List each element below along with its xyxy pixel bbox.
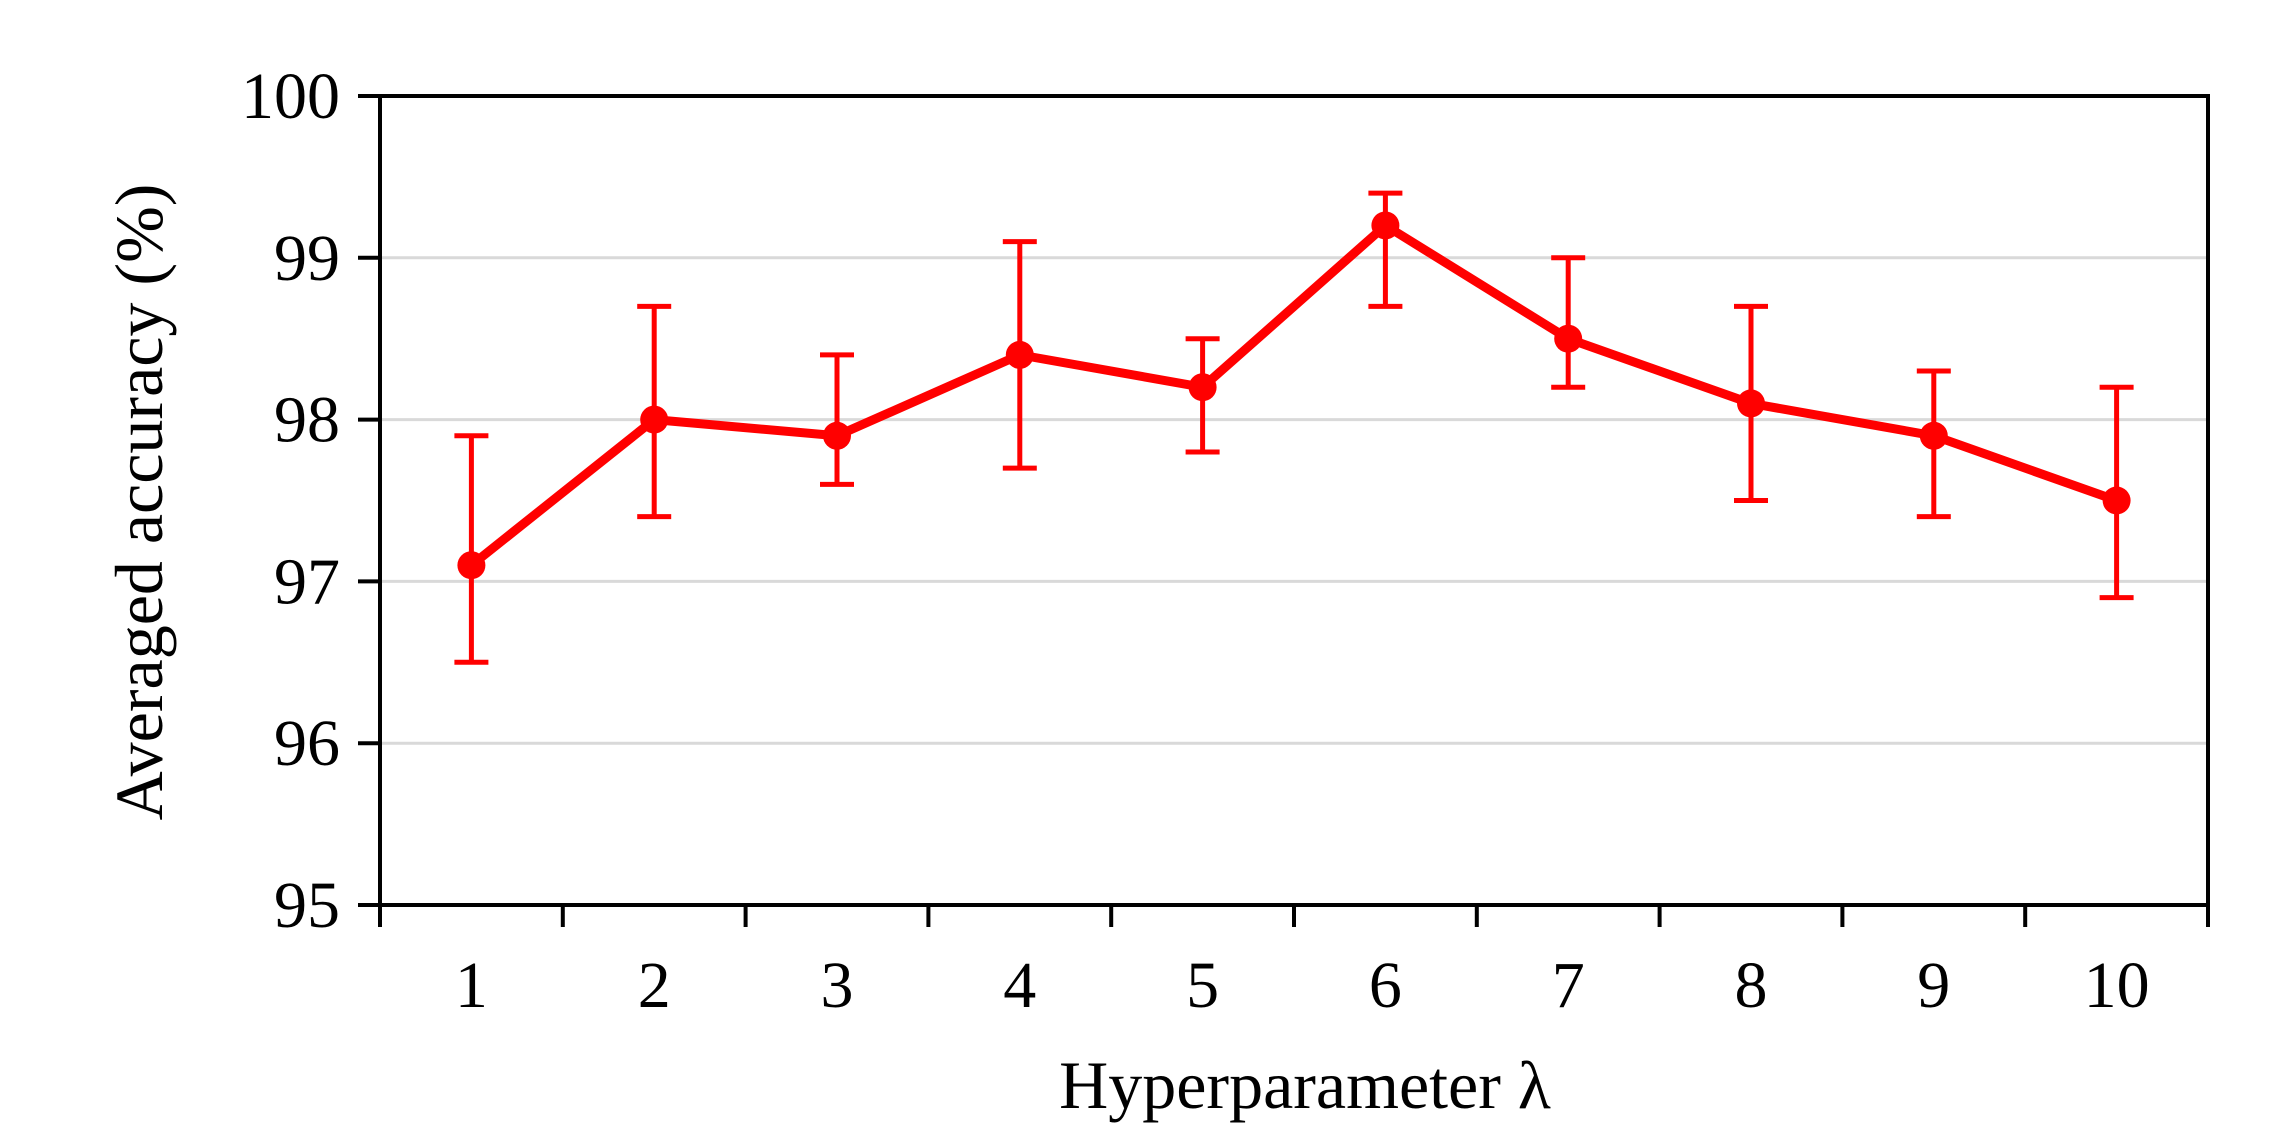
x-tick-label: 1 [455,949,488,1022]
data-point [2102,486,2131,515]
data-point [457,551,486,580]
y-tick-label: 98 [274,384,340,457]
data-point [823,421,851,450]
x-tick-labels: 1 2 3 4 5 6 7 8 9 10 [455,949,2150,1022]
data-point [1919,421,1948,450]
x-tick-label: 5 [1186,949,1219,1022]
data-series [454,190,2134,665]
error-bar [454,433,489,665]
data-point [640,405,669,434]
y-tick-label: 97 [274,545,340,618]
y-axis-title: Averaged accuracy (%) [101,184,177,821]
x-tick-label: 3 [821,949,854,1022]
y-tick-labels: 95 96 97 98 99 100 [241,60,340,942]
y-tick-label: 95 [274,869,340,942]
data-point [1371,211,1400,240]
y-tick-label: 96 [274,707,340,780]
x-tick-label: 10 [2084,949,2150,1022]
y-tick-label: 100 [241,60,340,133]
x-tick-label: 9 [1917,949,1950,1022]
data-point [1554,324,1583,353]
x-tick-label: 2 [638,949,671,1022]
error-bar [1368,190,1403,309]
axes [358,94,2210,927]
error-bar [820,352,854,487]
x-axis-title: Hyperparameter λ [1059,1047,1551,1123]
x-tick-label: 7 [1552,949,1585,1022]
series-line [468,220,2119,569]
x-tick-label: 6 [1369,949,1402,1022]
data-point [1737,389,1765,418]
x-tick-label: 8 [1735,949,1768,1022]
error-bar [1551,255,1586,390]
x-tick-label: 4 [1003,949,1036,1022]
y-tick-label: 99 [274,222,340,295]
data-point [1188,373,1217,402]
data-point [1005,340,1034,369]
